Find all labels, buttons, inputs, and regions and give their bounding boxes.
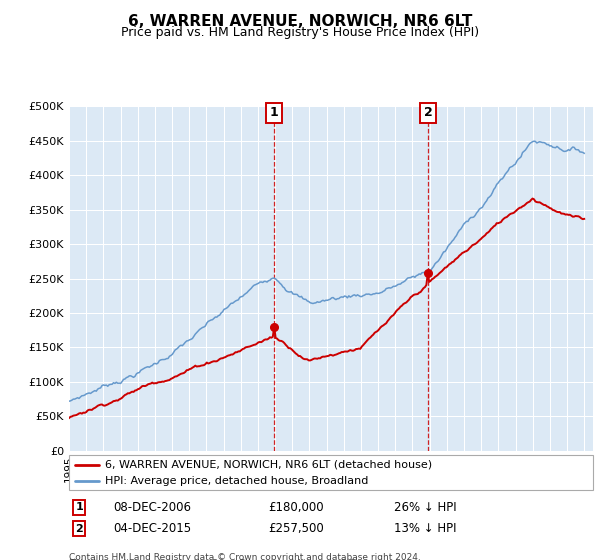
FancyBboxPatch shape bbox=[69, 455, 593, 490]
Text: 08-DEC-2006: 08-DEC-2006 bbox=[113, 501, 191, 514]
Text: 2: 2 bbox=[424, 106, 433, 119]
Text: This data is licensed under the Open Government Licence v3.0.: This data is licensed under the Open Gov… bbox=[69, 559, 358, 560]
Text: HPI: Average price, detached house, Broadland: HPI: Average price, detached house, Broa… bbox=[104, 475, 368, 486]
Text: 1: 1 bbox=[75, 502, 83, 512]
Text: 1: 1 bbox=[269, 106, 278, 119]
Text: £180,000: £180,000 bbox=[268, 501, 323, 514]
Text: 6, WARREN AVENUE, NORWICH, NR6 6LT: 6, WARREN AVENUE, NORWICH, NR6 6LT bbox=[128, 14, 472, 29]
Text: 6, WARREN AVENUE, NORWICH, NR6 6LT (detached house): 6, WARREN AVENUE, NORWICH, NR6 6LT (deta… bbox=[104, 460, 432, 470]
Text: 26% ↓ HPI: 26% ↓ HPI bbox=[394, 501, 457, 514]
Text: Price paid vs. HM Land Registry's House Price Index (HPI): Price paid vs. HM Land Registry's House … bbox=[121, 26, 479, 39]
Text: 13% ↓ HPI: 13% ↓ HPI bbox=[394, 522, 456, 535]
Text: £257,500: £257,500 bbox=[268, 522, 324, 535]
Text: Contains HM Land Registry data © Crown copyright and database right 2024.: Contains HM Land Registry data © Crown c… bbox=[69, 553, 421, 560]
Text: 2: 2 bbox=[75, 524, 83, 534]
Text: 04-DEC-2015: 04-DEC-2015 bbox=[113, 522, 191, 535]
